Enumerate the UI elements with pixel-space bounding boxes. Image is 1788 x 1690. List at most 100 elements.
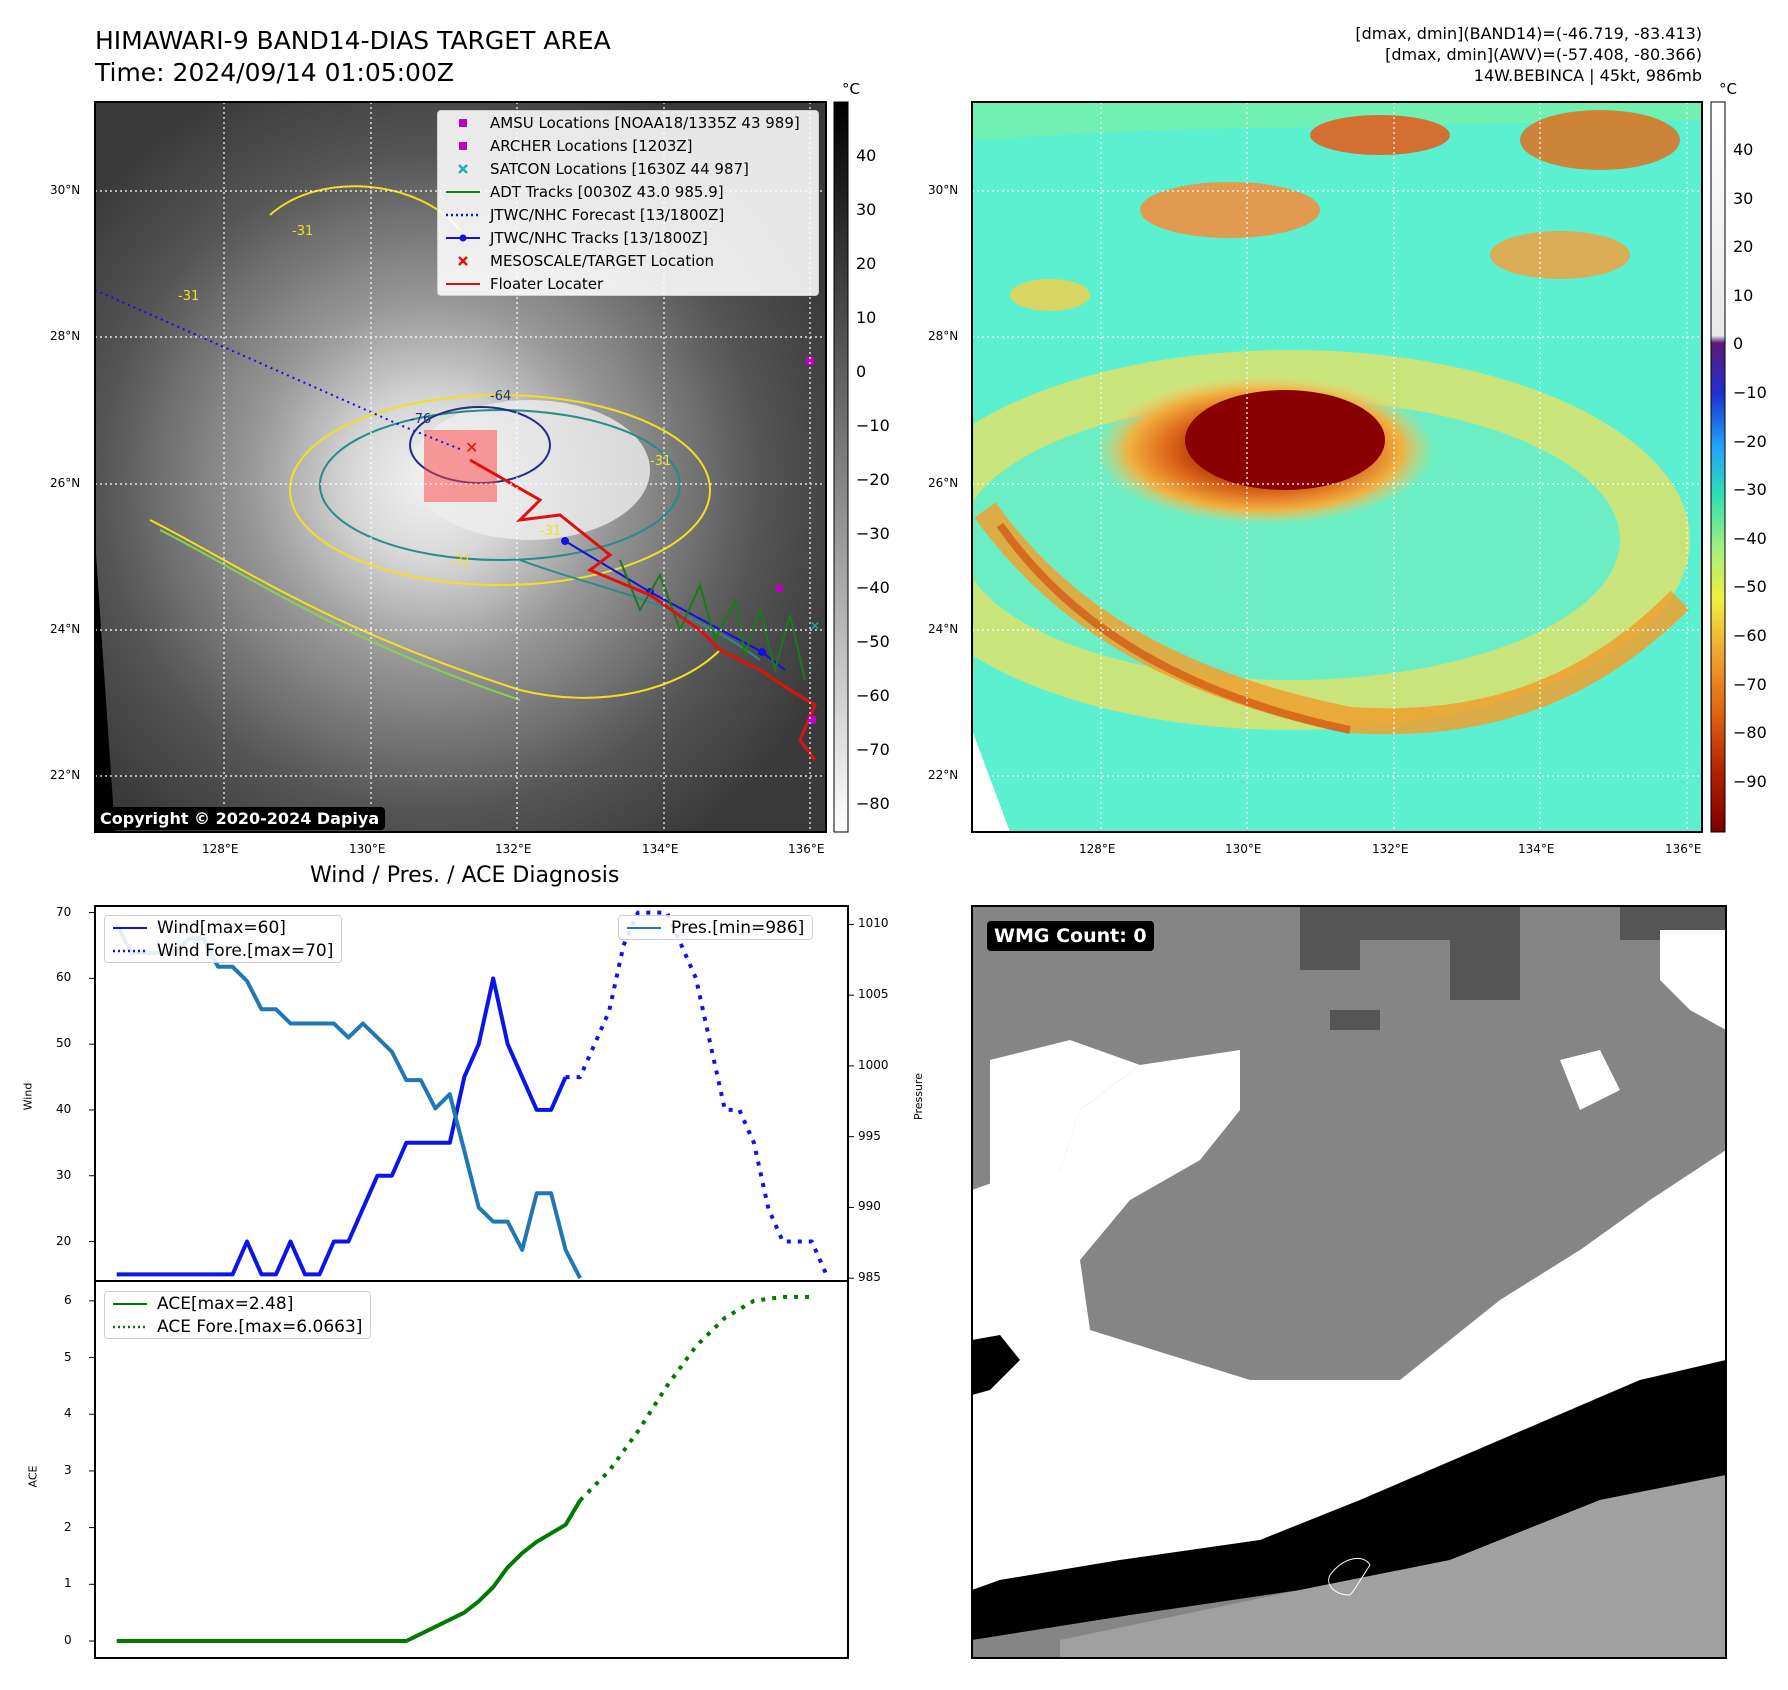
gray-colorbar-tick: −30 (856, 524, 890, 543)
wind-axis-label: Wind (21, 1082, 35, 1111)
awv-range: [dmax, dmin](AWV)=(-57.408, -80.366) (1385, 45, 1702, 64)
wind-series-line (116, 976, 568, 1277)
gray-colorbar-tick: −50 (856, 632, 890, 651)
tr-lat-tick-label: 22°N (928, 768, 959, 782)
legend-swatch-icon (113, 926, 147, 929)
legend-label: SATCON Locations [1630Z 44 987] (490, 159, 749, 178)
wind-ytick-label: 30 (56, 1167, 72, 1182)
gray-colorbar-tick: −20 (856, 470, 890, 489)
map-legend-entry: AMSU Locations [NOAA18/1335Z 43 989] (438, 111, 818, 134)
legend-label: Pres.[min=986] (671, 917, 805, 938)
chart-legend-entry: ACE Fore.[max=6.0663] (105, 1315, 370, 1338)
no-data-wedge (95, 540, 115, 832)
wind-legend: Wind[max=60] Wind Fore.[max=70] (104, 915, 343, 963)
gray-colorbar-tick: 0 (856, 362, 867, 381)
jtwc-forecast-track (95, 289, 463, 451)
tr-lat-tick-label: 28°N (928, 329, 959, 343)
color-colorbar-tick: −80 (1733, 723, 1767, 743)
ace-series-line (116, 1499, 582, 1643)
awv-map-panel (971, 101, 1726, 833)
legend-label: JTWC/NHC Tracks [13/1800Z] (490, 228, 708, 247)
legend-swatch-icon (459, 141, 467, 150)
tr-gridlines (972, 102, 1702, 832)
wind-ytick-label: 60 (56, 970, 72, 985)
pressure-ytick-label: 1005 (858, 987, 889, 1002)
gray-colorbar-tick: 20 (856, 254, 877, 273)
legend-label: Wind Fore.[max=70] (157, 940, 334, 961)
color-colorbar (1710, 101, 1726, 833)
ace-ytick-label: 1 (64, 1576, 72, 1591)
ace-forecast-series-line (578, 1294, 812, 1502)
figure-title: HIMAWARI-9 BAND14-DIAS TARGET AREA (95, 26, 611, 55)
legend-swatch-icon (458, 163, 468, 174)
legend-label: Wind[max=60] (157, 917, 286, 938)
awv-no-data (972, 730, 1010, 832)
gray-colorbar (833, 101, 849, 833)
pressure-ytick-label: 995 (858, 1128, 881, 1143)
gray-colorbar-tick: −70 (856, 740, 890, 759)
diagnosis-title: Wind / Pres. / ACE Diagnosis (310, 863, 620, 888)
awv-cloud-patch (1490, 231, 1630, 279)
wmg-white-region (990, 1040, 1140, 1190)
legend-label: ACE[max=2.48] (157, 1293, 294, 1314)
gray-colorbar-tick: −80 (856, 794, 890, 813)
legend-swatch-icon (446, 190, 480, 193)
tr-lat-tick-label: 26°N (928, 476, 959, 490)
legend-swatch-icon (113, 949, 147, 952)
ace-ytick-label: 5 (64, 1349, 72, 1364)
tr-frame (971, 101, 1703, 833)
color-colorbar-tick: −40 (1733, 528, 1767, 548)
tl-lat-tick-label: 26°N (50, 476, 81, 490)
contour-label: -31 (178, 289, 199, 304)
wind-ytick-label: 70 (56, 904, 72, 919)
tl-lat-tick-label: 22°N (50, 768, 81, 782)
legend-swatch-icon (446, 282, 480, 285)
tl-lon-tick-label: 132°E (495, 842, 532, 856)
color-colorbar-tick: 20 (1733, 237, 1754, 257)
awv-cloud-patch (1310, 115, 1450, 155)
gray-colorbar-tick: 30 (856, 200, 877, 219)
target-area-box (424, 430, 497, 502)
gray-colorbar-tick: 40 (856, 146, 877, 165)
tr-lon-tick-label: 136°E (1665, 842, 1702, 856)
ace-ytick-label: 3 (64, 1462, 72, 1477)
storm-info: 14W.BEBINCA | 45kt, 986mb (1473, 66, 1702, 85)
floater-locater (469, 458, 817, 761)
map-legend-entry: ARCHER Locations [1203Z] (438, 134, 818, 157)
color-colorbar-tick: 0 (1733, 334, 1744, 354)
legend-swatch-icon (458, 255, 468, 266)
figure-time: Time: 2024/09/14 01:05:00Z (95, 58, 454, 87)
tr-lon-tick-label: 130°E (1225, 842, 1262, 856)
tl-lon-tick-label: 130°E (349, 842, 386, 856)
jtwc-point (758, 648, 766, 656)
adt-track (619, 559, 806, 681)
amsu-marker (808, 716, 816, 724)
pressure-ytick-label: 1000 (858, 1057, 889, 1072)
wmg-dark-region (1330, 1010, 1380, 1030)
wmg-dark-region (1120, 906, 1726, 1000)
map-legend-entry: SATCON Locations [1630Z 44 987] (438, 157, 818, 180)
map-legend-entry: MESOSCALE/TARGET Location (438, 249, 818, 272)
wmg-white-region (1560, 1050, 1620, 1110)
wind-ytick-label: 40 (56, 1101, 72, 1116)
color-colorbar-tick: 40 (1733, 140, 1754, 159)
map-legend-entry: JTWC/NHC Tracks [13/1800Z] (438, 226, 818, 249)
ace-ytick-label: 4 (64, 1406, 72, 1421)
legend-swatch-icon (459, 118, 467, 127)
color-colorbar-tick: 30 (1733, 188, 1754, 208)
contour-label: -31 (292, 224, 313, 239)
wmg-black-region (972, 1335, 1020, 1395)
wmg-count-badge: WMG Count: 0 (987, 921, 1154, 951)
gray-colorbar-tick: −10 (856, 416, 890, 435)
pressure-ytick-label: 1010 (858, 916, 889, 931)
color-colorbar-unit: °C (1719, 80, 1737, 98)
legend-swatch-icon (446, 234, 480, 241)
ace-ytick-label: 6 (64, 1292, 72, 1307)
legend-label: ARCHER Locations [1203Z] (490, 136, 693, 155)
chart-legend-entry: Wind[max=60] (105, 916, 341, 939)
wmg-panel (971, 905, 1727, 1659)
satcon-marker: ✕ (810, 619, 820, 633)
color-colorbar-tick: −70 (1733, 674, 1767, 694)
copyright-badge: Copyright © 2020-2024 Dapiya (94, 807, 386, 830)
wmg-white-band (972, 1050, 1726, 1590)
